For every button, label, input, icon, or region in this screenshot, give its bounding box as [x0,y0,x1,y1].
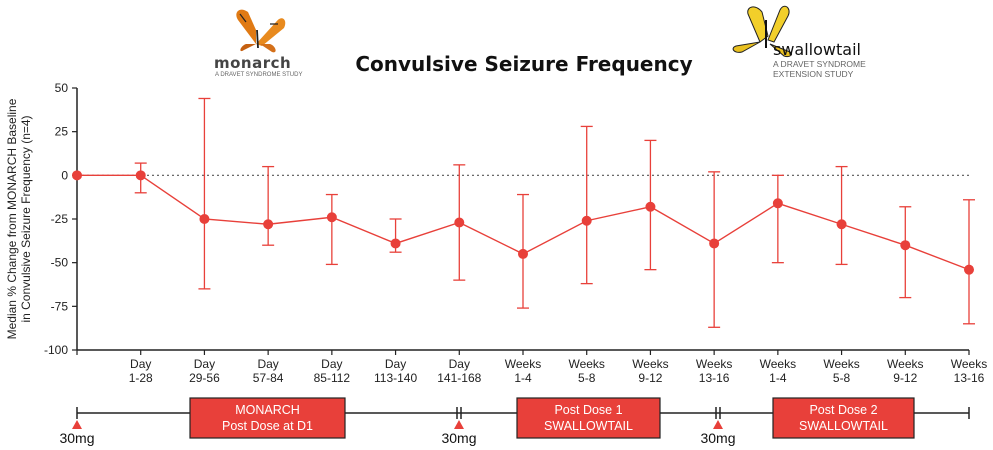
x-tick-label-bottom: 57-84 [253,371,284,385]
x-tick-label-top: Weeks [760,357,796,371]
data-point [263,219,274,230]
x-tick-label-bottom: 1-4 [769,371,787,385]
y-tick-label: -25 [51,212,69,226]
phase-label-line-1: Post Dose 1 [554,403,622,417]
y-axis-label-line-2: in Convulsive Seizure Frequency (n=4) [19,115,33,322]
data-point [518,248,528,259]
x-tick-label-top: Weeks [951,357,987,371]
x-tick-label-bottom: 141-168 [437,371,481,385]
x-tick-label-top: Weeks [632,357,668,371]
phase-label-line-1: MONARCH [235,403,300,417]
y-axis: 50 25 0 -25 -50 -75 -100 [44,81,78,357]
data-point [964,264,974,275]
data-point [199,214,210,224]
data-point [581,215,592,226]
data-point [72,170,82,181]
x-tick-label-top: Weeks [505,357,541,371]
monarch-butterfly-icon [236,9,286,53]
phase-label-line-2: SWALLOWTAIL [544,419,633,433]
x-tick-label-bottom: 13-16 [699,371,730,385]
x-tick-label-top: Day [194,357,215,371]
monarch-logo-text: monarch [214,54,291,72]
dose-label: 30mg [700,430,735,446]
dose-marker-icon [713,420,723,429]
data-point [900,240,911,251]
dose-marker-icon [72,420,82,429]
x-axis: Day1-28Day29-56Day57-84Day85-112Day113-1… [76,349,987,385]
x-tick-label-top: Weeks [887,357,923,371]
x-tick-label-bottom: 113-140 [374,371,417,385]
phase-box [516,397,661,439]
data-point [645,201,656,212]
x-tick-label-bottom: 29-56 [189,371,220,385]
x-tick-label-bottom: 5-8 [833,371,851,385]
x-tick-label-top: Day [130,357,151,371]
data-point [772,198,783,209]
data-point [709,238,720,249]
x-tick-label-bottom: 1-28 [129,371,153,385]
swallowtail-logo: swallowtail A DRAVET SYNDROME EXTENSION … [732,5,866,79]
data-point [836,219,847,230]
y-axis-label: Median % Change from MONARCH Baseline in… [5,98,33,339]
data-point [454,217,465,228]
swallowtail-butterfly-icon [732,5,793,57]
phase-label-line-1: Post Dose 2 [809,403,877,417]
x-tick-label-top: Day [321,357,342,371]
median-series [72,170,974,275]
dose-label: 30mg [59,430,94,446]
swallowtail-logo-text: swallowtail [773,40,861,59]
monarch-logo: monarch A DRAVET SYNDROME STUDY [214,9,302,78]
x-tick-label-top: Weeks [696,357,732,371]
phase-box [772,397,915,439]
x-tick-label-bottom: 85-112 [314,371,351,385]
y-axis-label-line-1: Median % Change from MONARCH Baseline [5,98,19,339]
x-tick-label-bottom: 9-12 [638,371,662,385]
x-tick-label-top: Day [449,357,470,371]
x-tick-label-top: Day [257,357,278,371]
x-tick-label-top: Weeks [823,357,859,371]
chart-title: Convulsive Seizure Frequency [355,52,692,76]
y-tick-label: -75 [51,299,69,313]
phase-label-line-2: SWALLOWTAIL [799,419,888,433]
y-tick-label: -100 [44,343,68,357]
dose-label: 30mg [441,430,476,446]
swallowtail-logo-subtitle-1: A DRAVET SYNDROME [773,59,866,69]
x-tick-label-top: Weeks [568,357,604,371]
phase-box [189,397,346,439]
dose-marker-icon [454,420,464,429]
data-point [326,212,337,223]
x-tick-label-bottom: 5-8 [578,371,596,385]
y-tick-label: -50 [51,256,69,270]
y-tick-label: 50 [55,81,69,95]
x-tick-label-bottom: 13-16 [954,371,985,385]
y-tick-label: 25 [55,125,69,139]
error-bars [134,97,975,328]
data-point [390,238,401,249]
x-tick-label-bottom: 9-12 [893,371,917,385]
dosing-timeline: MONARCH Post Dose at D1 Post Dose 1 SWALLOW… [59,397,970,446]
phase-label-line-2: Post Dose at D1 [222,419,313,433]
monarch-logo-subtitle: A DRAVET SYNDROME STUDY [215,72,302,78]
x-tick-label-bottom: 1-4 [514,371,532,385]
swallowtail-logo-subtitle-2: EXTENSION STUDY [773,69,854,79]
y-tick-label: 0 [61,168,68,182]
x-tick-label-top: Day [385,357,406,371]
data-point [135,170,146,181]
